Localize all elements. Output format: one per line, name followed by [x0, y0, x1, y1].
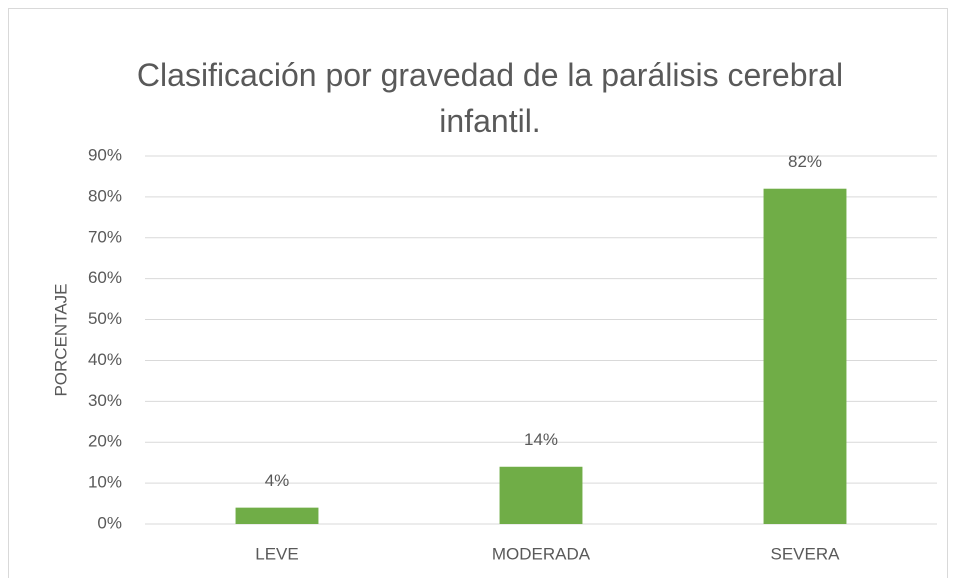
bar [763, 188, 847, 524]
chart-title: Clasificación por gravedad de la parális… [136, 57, 844, 139]
y-tick-label: 70% [88, 227, 122, 246]
bar [235, 507, 319, 524]
y-tick-label: 40% [88, 350, 122, 369]
x-tick-label: MODERADA [492, 544, 591, 563]
y-tick-label: 20% [88, 432, 122, 451]
y-tick-label: 10% [88, 473, 122, 492]
y-tick-label: 0% [97, 513, 122, 532]
data-label: 14% [524, 430, 558, 449]
x-tick-label: SEVERA [771, 544, 841, 563]
y-tick-label: 60% [88, 268, 122, 287]
data-label: 4% [265, 471, 290, 490]
y-axis-label: PORCENTAJE [51, 283, 70, 396]
y-tick-label: 80% [88, 186, 122, 205]
y-tick-label: 30% [88, 391, 122, 410]
y-tick-label: 50% [88, 309, 122, 328]
bar [499, 466, 583, 524]
chart-border [8, 8, 948, 578]
data-label: 82% [788, 152, 822, 171]
y-tick-label: 90% [88, 145, 122, 164]
x-tick-label: LEVE [255, 544, 298, 563]
